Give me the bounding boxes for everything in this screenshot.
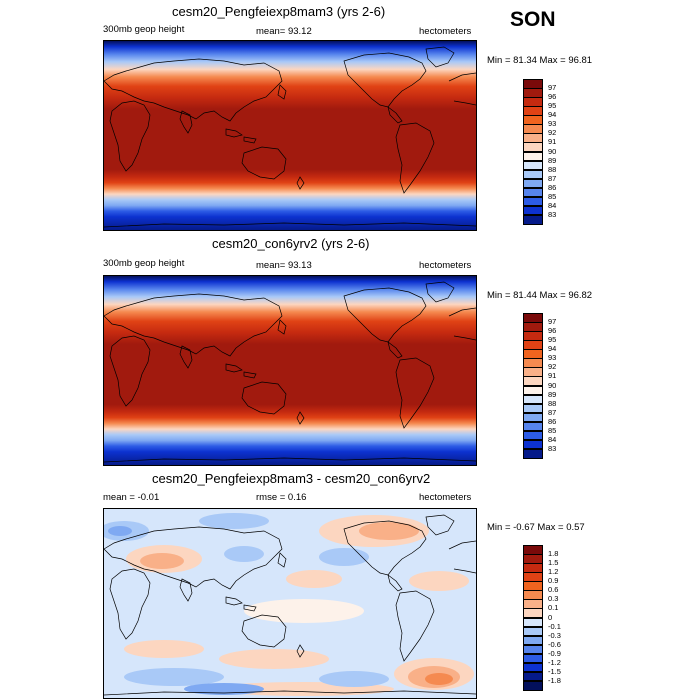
colorbar-swatch — [523, 214, 543, 225]
colorbar-label: 92 — [548, 128, 557, 138]
colorbar-swatch — [523, 680, 543, 691]
panel3-minmax-label: Min = -0.67 Max = 0.57 — [487, 522, 585, 533]
negative-anomaly-blobs — [104, 513, 389, 695]
panel1-variable-label: 300mb geop height — [103, 24, 185, 35]
colorbar-label: 94 — [548, 110, 557, 120]
colorbar-label: 95 — [548, 335, 557, 345]
colorbar-label: 88 — [548, 398, 557, 408]
colorbar-label: -1.5 — [548, 666, 561, 676]
season-label: SON — [510, 8, 556, 31]
colorbar-label: -1.8 — [548, 675, 561, 685]
colorbar-label: 84 — [548, 434, 557, 444]
panel3-map — [103, 508, 477, 699]
colorbar-label: 85 — [548, 425, 557, 435]
colorbar-label: 90 — [548, 380, 557, 390]
colorbar-label: 89 — [548, 155, 557, 165]
colorbar-label: 1.8 — [548, 549, 559, 559]
colorbar-label: 0.9 — [548, 576, 559, 586]
panel2-title: cesm20_con6yrv2 (yrs 2-6) — [212, 236, 370, 251]
colorbar-label: 0 — [548, 612, 553, 622]
panel3-difference-plot — [104, 509, 476, 698]
colorbar-label: 85 — [548, 191, 557, 201]
colorbar-label: 88 — [548, 164, 557, 174]
colorbar-label: 94 — [548, 344, 557, 354]
panel3-rmse-label: rmse = 0.16 — [256, 492, 307, 503]
panel3-units-label: hectometers — [419, 492, 472, 503]
colorbar-label: 91 — [548, 137, 557, 147]
panel1-colorbar: 97 96 95 94 93 92 91 90 89 88 87 86 85 84 83 — [523, 79, 556, 225]
colorbar-label: 92 — [548, 362, 557, 372]
colorbar-label: 91 — [548, 371, 557, 381]
colorbar-label: 90 — [548, 146, 557, 156]
panel1-title: cesm20_Pengfeiexp8mam3 (yrs 2-6) — [172, 4, 386, 19]
colorbar-label: -1.2 — [548, 657, 561, 667]
panel2-minmax-label: Min = 81.44 Max = 96.82 — [487, 290, 593, 301]
panel3-title: cesm20_Pengfeiexp8mam3 - cesm20_con6yrv2 — [152, 471, 431, 486]
colorbar-label: 95 — [548, 101, 557, 111]
panel2-map — [103, 275, 477, 466]
panel2-colorbar: 97 96 95 94 93 92 91 90 89 88 87 86 85 84 83 — [523, 313, 556, 459]
colorbar-label: 0.1 — [548, 603, 559, 613]
colorbar-label: 96 — [548, 326, 557, 336]
panel3-colorbar: 1.8 1.5 1.2 0.9 0.6 0.3 0.1 0 -0.1 -0.3 -0.6 -0.9 -1… — [523, 545, 561, 691]
colorbar-label: 97 — [548, 317, 557, 327]
panel1-mean-label: mean= 93.12 — [256, 26, 312, 37]
colorbar-label: 93 — [548, 119, 557, 129]
colorbar-label: 97 — [548, 83, 557, 93]
panel2-variable-label: 300mb geop height — [103, 258, 185, 269]
colorbar-label: -0.6 — [548, 639, 561, 649]
colorbar-label: 87 — [548, 407, 557, 417]
colorbar-label: 86 — [548, 182, 557, 192]
panel2-mean-label: mean= 93.13 — [256, 260, 312, 271]
panel1-minmax-label: Min = 81.34 Max = 96.81 — [487, 55, 593, 66]
colorbar-label: 83 — [548, 443, 557, 453]
colorbar-label: 93 — [548, 353, 557, 363]
colorbar-label: 96 — [548, 92, 557, 102]
colorbar-swatch — [523, 448, 543, 459]
colorbar-label: 84 — [548, 200, 557, 210]
panel1-field-plot — [104, 41, 476, 230]
panel2-units-label: hectometers — [419, 260, 472, 271]
colorbar-label: 0.3 — [548, 594, 559, 604]
colorbar-label: 83 — [548, 209, 557, 219]
colorbar-label: 1.2 — [548, 567, 559, 577]
colorbar-label: -0.9 — [548, 648, 561, 658]
colorbar-label: 1.5 — [548, 558, 559, 568]
colorbar-label: 89 — [548, 389, 557, 399]
colorbar-label: -0.3 — [548, 630, 561, 640]
panel1-units-label: hectometers — [419, 26, 472, 37]
panel3-mean-label: mean = -0.01 — [103, 492, 160, 503]
colorbar-label: -0.1 — [548, 621, 561, 631]
colorbar-label: 87 — [548, 173, 557, 183]
panel2-field-plot — [104, 276, 476, 465]
colorbar-label: 86 — [548, 416, 557, 426]
colorbar-label: 0.6 — [548, 585, 559, 595]
panel1-map — [103, 40, 477, 231]
